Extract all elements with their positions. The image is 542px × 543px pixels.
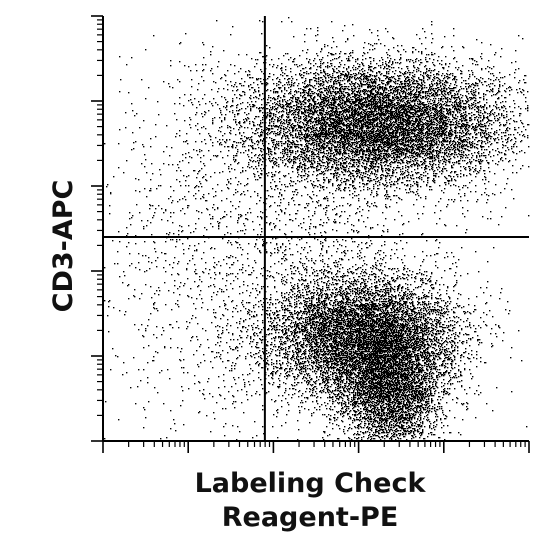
- x-axis-title-line-1: Labeling Check: [195, 468, 427, 499]
- y-axis-title: CD3-APC: [48, 180, 79, 313]
- y-axis-ticks: [91, 15, 103, 442]
- quadrant-gate-lines: [103, 16, 529, 441]
- x-axis-ticks: [102, 441, 530, 453]
- scatter-point-cloud: [104, 17, 530, 442]
- x-axis-title-line-2: Reagent-PE: [222, 502, 399, 533]
- plot-frame: [102, 16, 529, 442]
- scatter-points: [104, 17, 530, 442]
